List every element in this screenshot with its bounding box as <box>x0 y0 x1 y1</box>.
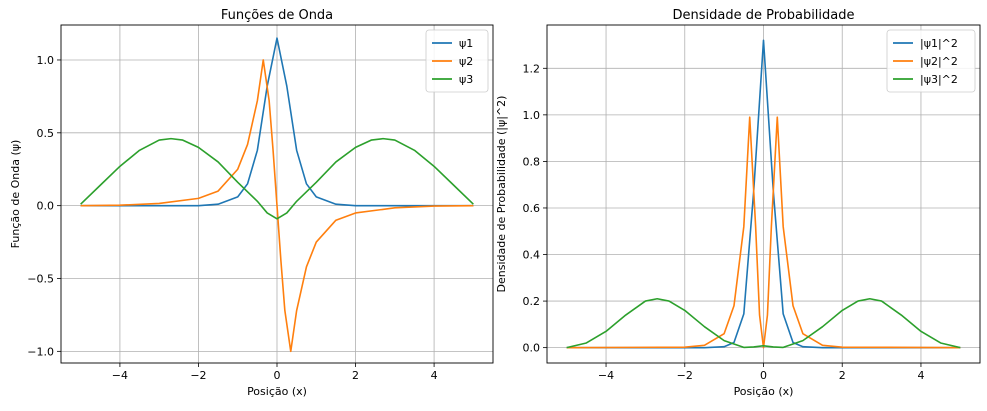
y-tick-label: −0.5 <box>27 273 54 286</box>
legend-box <box>425 29 489 93</box>
series-line-2 <box>566 116 961 349</box>
x-tick-label: 2 <box>839 369 846 382</box>
chart-title: Densidade de Probabilidade <box>672 8 854 23</box>
y-tick-label: 0.4 <box>523 249 541 262</box>
x-tick-label: 0 <box>274 369 281 382</box>
y-axis-label: Densidade de Probabilidade (|ψ|^2) <box>495 96 508 293</box>
y-tick-label: 0.6 <box>523 202 541 215</box>
legend-box <box>886 29 976 93</box>
legend-label-3: |ψ3|^2 <box>920 73 958 86</box>
x-tick-label: −2 <box>190 369 206 382</box>
x-tick-label: 0 <box>760 369 767 382</box>
y-tick-label: 1.0 <box>37 54 55 67</box>
x-tick-label: −4 <box>598 369 614 382</box>
y-tick-label: 1.2 <box>523 62 541 75</box>
right-chart: −4 −2 0 2 4 0.0 0.2 0.4 0.6 0.8 1.0 1.2 Densidade de… <box>495 8 981 398</box>
chart-title: Funções de Onda <box>221 8 333 23</box>
y-tick-label: −1.0 <box>27 345 54 358</box>
x-tick-label: −4 <box>112 369 128 382</box>
x-tick-label: 4 <box>431 369 438 382</box>
y-tick-label: 0.0 <box>523 342 541 355</box>
x-tick-label: 4 <box>917 369 924 382</box>
x-axis-label: Posição (x) <box>247 385 307 398</box>
x-tick-label: −2 <box>677 369 693 382</box>
y-axis-label: Função de Onda (ψ) <box>9 140 22 249</box>
x-tick-label: 2 <box>352 369 359 382</box>
legend-label-1: ψ1 <box>459 37 473 50</box>
y-tick-label: 0.2 <box>523 295 541 308</box>
y-tick-label: 0.0 <box>37 200 55 213</box>
series-line-3 <box>80 137 474 220</box>
series-line-3 <box>566 297 961 349</box>
y-tick-label: 0.5 <box>37 127 55 140</box>
legend-label-3: ψ3 <box>459 73 473 86</box>
series-line-2 <box>80 59 474 353</box>
left-chart: −4 −2 0 2 4 −1.0 −0.5 0.0 0.5 1.0 Funções de Onda P… <box>9 8 494 398</box>
y-tick-label: 0.8 <box>523 155 541 168</box>
series-line-1 <box>80 37 474 207</box>
x-axis-label: Posição (x) <box>734 385 794 398</box>
legend-label-2: ψ2 <box>459 55 473 68</box>
y-tick-label: 1.0 <box>523 109 541 122</box>
legend-label-1: |ψ1|^2 <box>920 37 958 50</box>
series-line-1 <box>566 39 961 349</box>
legend-label-2: |ψ2|^2 <box>920 55 958 68</box>
